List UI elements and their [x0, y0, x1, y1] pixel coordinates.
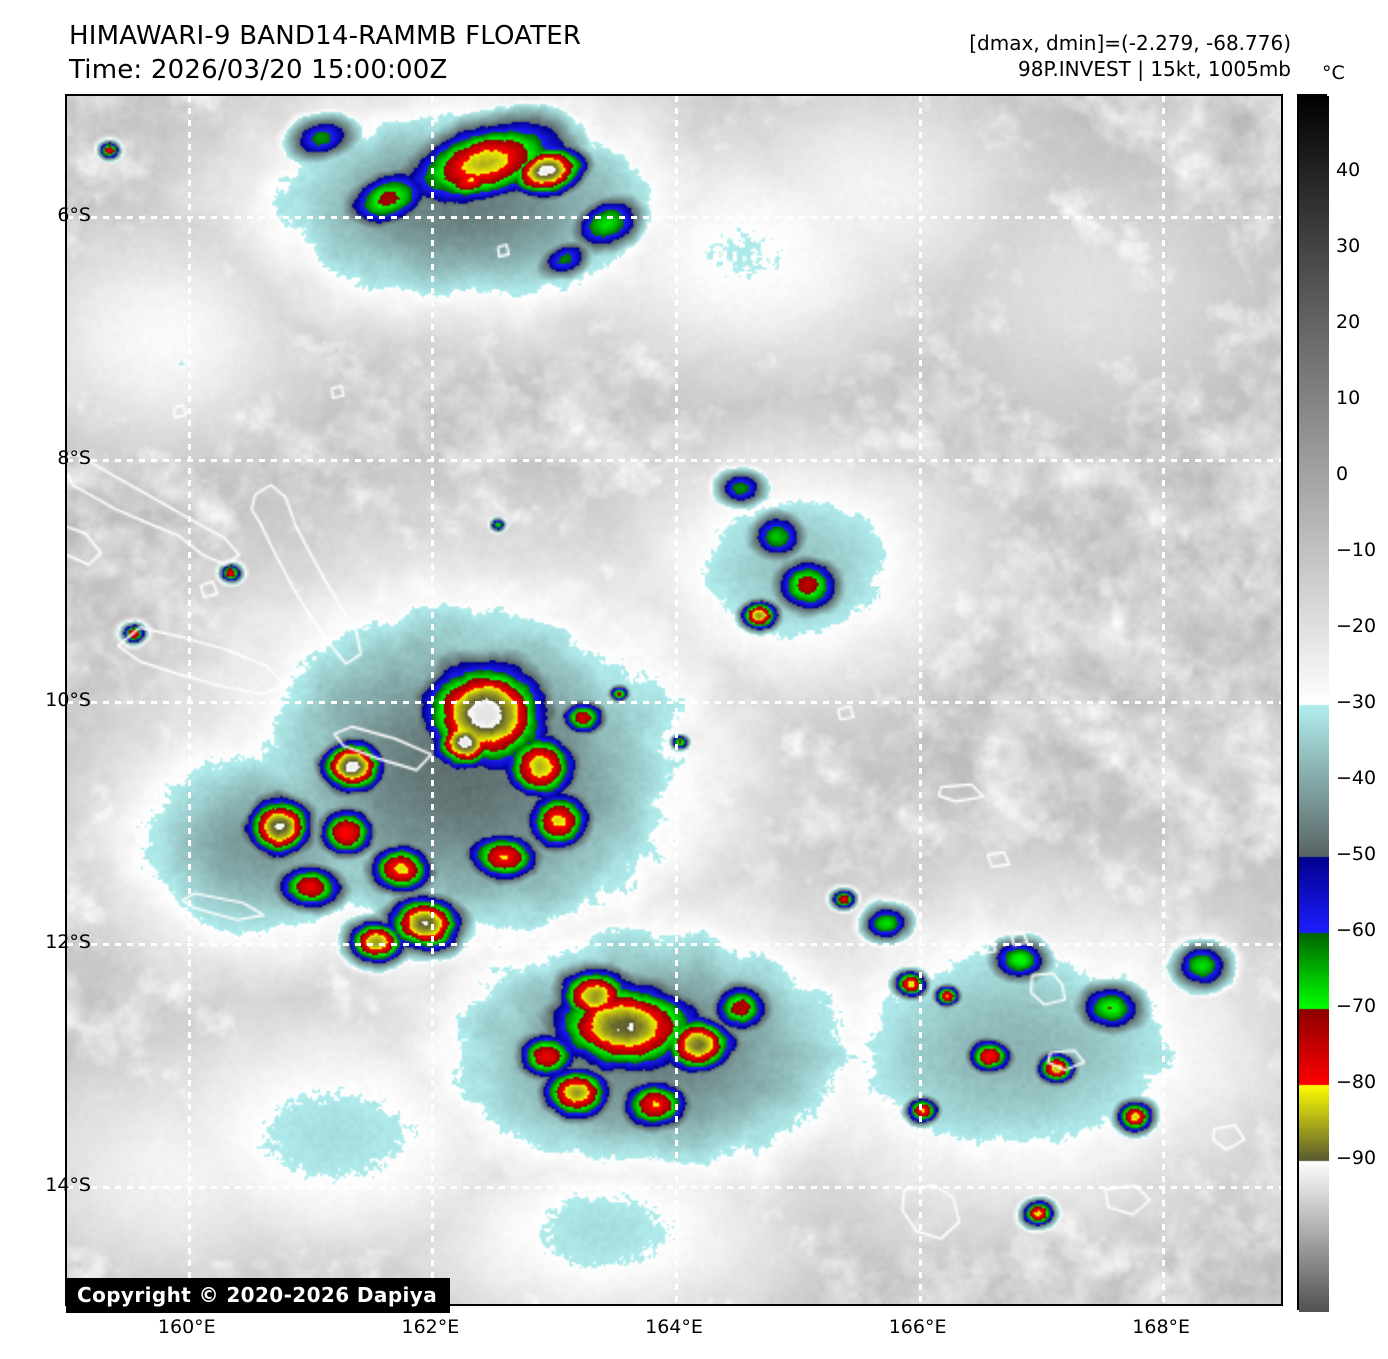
colorbar-unit-label: °C — [1322, 62, 1345, 84]
colorbar-gradient — [1299, 96, 1329, 1312]
header-title-block: HIMAWARI-9 BAND14-RAMMB FLOATER Time: 20… — [69, 20, 581, 88]
colorbar-frame — [1297, 94, 1329, 1312]
colorbar-tick-8: −40 — [1336, 767, 1377, 789]
lat-tick-label-4: 14°S — [45, 1173, 91, 1196]
lat-tick-label-0: 6°S — [57, 204, 91, 227]
storm-info-readout: 98P.INVEST | 15kt, 1005mb — [1018, 57, 1291, 82]
colorbar-tick-3: 10 — [1336, 387, 1361, 409]
copyright-badge: Copyright © 2020-2026 Dapiya — [66, 1278, 451, 1313]
lon-tick-label-2: 164°E — [645, 1316, 703, 1338]
colorbar-tick-12: −80 — [1336, 1071, 1377, 1093]
infrared-brightness-temperature-raster — [67, 96, 1281, 1304]
timestamp-line: Time: 2026/03/20 15:00:00Z — [69, 54, 448, 85]
page-title: HIMAWARI-9 BAND14-RAMMB FLOATER — [69, 21, 582, 51]
colorbar-tick-10: −60 — [1336, 919, 1377, 941]
lon-tick-label-1: 162°E — [401, 1316, 460, 1338]
dmax-dmin-readout: [dmax, dmin]=(-2.279, -68.776) — [969, 31, 1291, 55]
satellite-image-panel[interactable] — [65, 94, 1283, 1306]
lat-tick-label-1: 8°S — [57, 446, 91, 469]
lat-tick-label-2: 10°S — [45, 689, 91, 711]
colorbar-tick-1: 30 — [1336, 235, 1361, 257]
lon-tick-label-3: 166°E — [888, 1316, 947, 1338]
colorbar-tick-9: −50 — [1336, 843, 1377, 865]
colorbar-tick-7: −30 — [1336, 691, 1377, 713]
lon-tick-label-0: 160°E — [157, 1316, 216, 1338]
temperature-colorbar[interactable] — [1297, 94, 1329, 1312]
colorbar-tick-2: 20 — [1336, 311, 1361, 333]
colorbar-tick-13: −90 — [1336, 1147, 1377, 1169]
colorbar-tick-4: 0 — [1336, 463, 1349, 485]
lat-tick-label-3: 12°S — [45, 931, 91, 954]
lon-tick-label-4: 168°E — [1132, 1316, 1191, 1338]
colorbar-tick-11: −70 — [1336, 995, 1377, 1017]
colorbar-tick-5: −10 — [1336, 539, 1377, 561]
header-metadata-block: [dmax, dmin]=(-2.279, -68.776) 98P.INVES… — [969, 30, 1291, 83]
colorbar-tick-6: −20 — [1336, 615, 1377, 637]
colorbar-tick-0: 40 — [1336, 159, 1361, 181]
